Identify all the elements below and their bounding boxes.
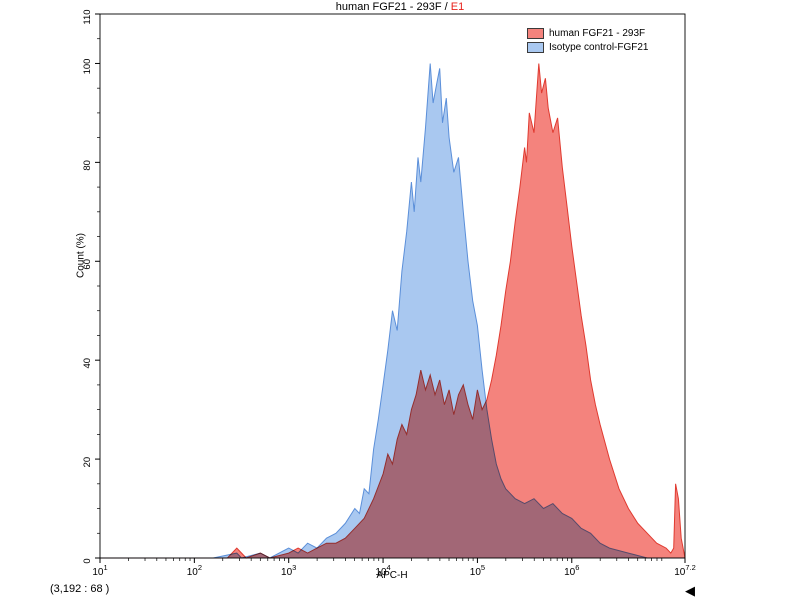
svg-text:104: 104: [375, 563, 390, 578]
svg-text:110: 110: [82, 9, 93, 24]
legend-swatch-blue: [527, 42, 544, 53]
chart-title-gate: E1: [450, 1, 465, 13]
svg-text:102: 102: [187, 563, 202, 578]
legend-swatch-red: [527, 28, 544, 39]
svg-text:100: 100: [82, 59, 93, 75]
svg-text:106: 106: [564, 563, 579, 578]
svg-text:60: 60: [82, 259, 93, 270]
svg-text:40: 40: [82, 358, 93, 369]
svg-text:105: 105: [470, 563, 485, 578]
x-axis-label: APC-H: [376, 570, 408, 581]
svg-text:0: 0: [82, 558, 93, 563]
svg-text:107.2: 107.2: [674, 563, 696, 578]
y-axis-label: Count (%): [75, 233, 87, 279]
svg-text:101: 101: [92, 563, 107, 578]
svg-text:80: 80: [82, 160, 93, 171]
svg-text:20: 20: [82, 457, 93, 468]
legend-item-isotype: Isotype control-FGF21: [527, 41, 648, 54]
axis-ticks: 101 102 103 104 105 106 107.2 0 20 40 60 80 100 110: [82, 9, 696, 578]
scroll-left-triangle-icon[interactable]: ◀: [685, 583, 695, 598]
svg-text:103: 103: [281, 563, 296, 578]
chart-title: human FGF21 - 293F / E1: [0, 1, 800, 13]
legend-label-isotype: Isotype control-FGF21: [549, 42, 649, 53]
legend-label-fgf21: human FGF21 - 293F: [549, 28, 646, 39]
chart-title-main: human FGF21 - 293F /: [335, 1, 451, 13]
legend: human FGF21 - 293F Isotype control-FGF21: [527, 27, 648, 55]
series-human-fgf21-293f: [100, 63, 686, 559]
cursor-coordinates: (3,192 : 68 ): [50, 583, 110, 595]
legend-item-fgf21: human FGF21 - 293F: [527, 27, 648, 40]
